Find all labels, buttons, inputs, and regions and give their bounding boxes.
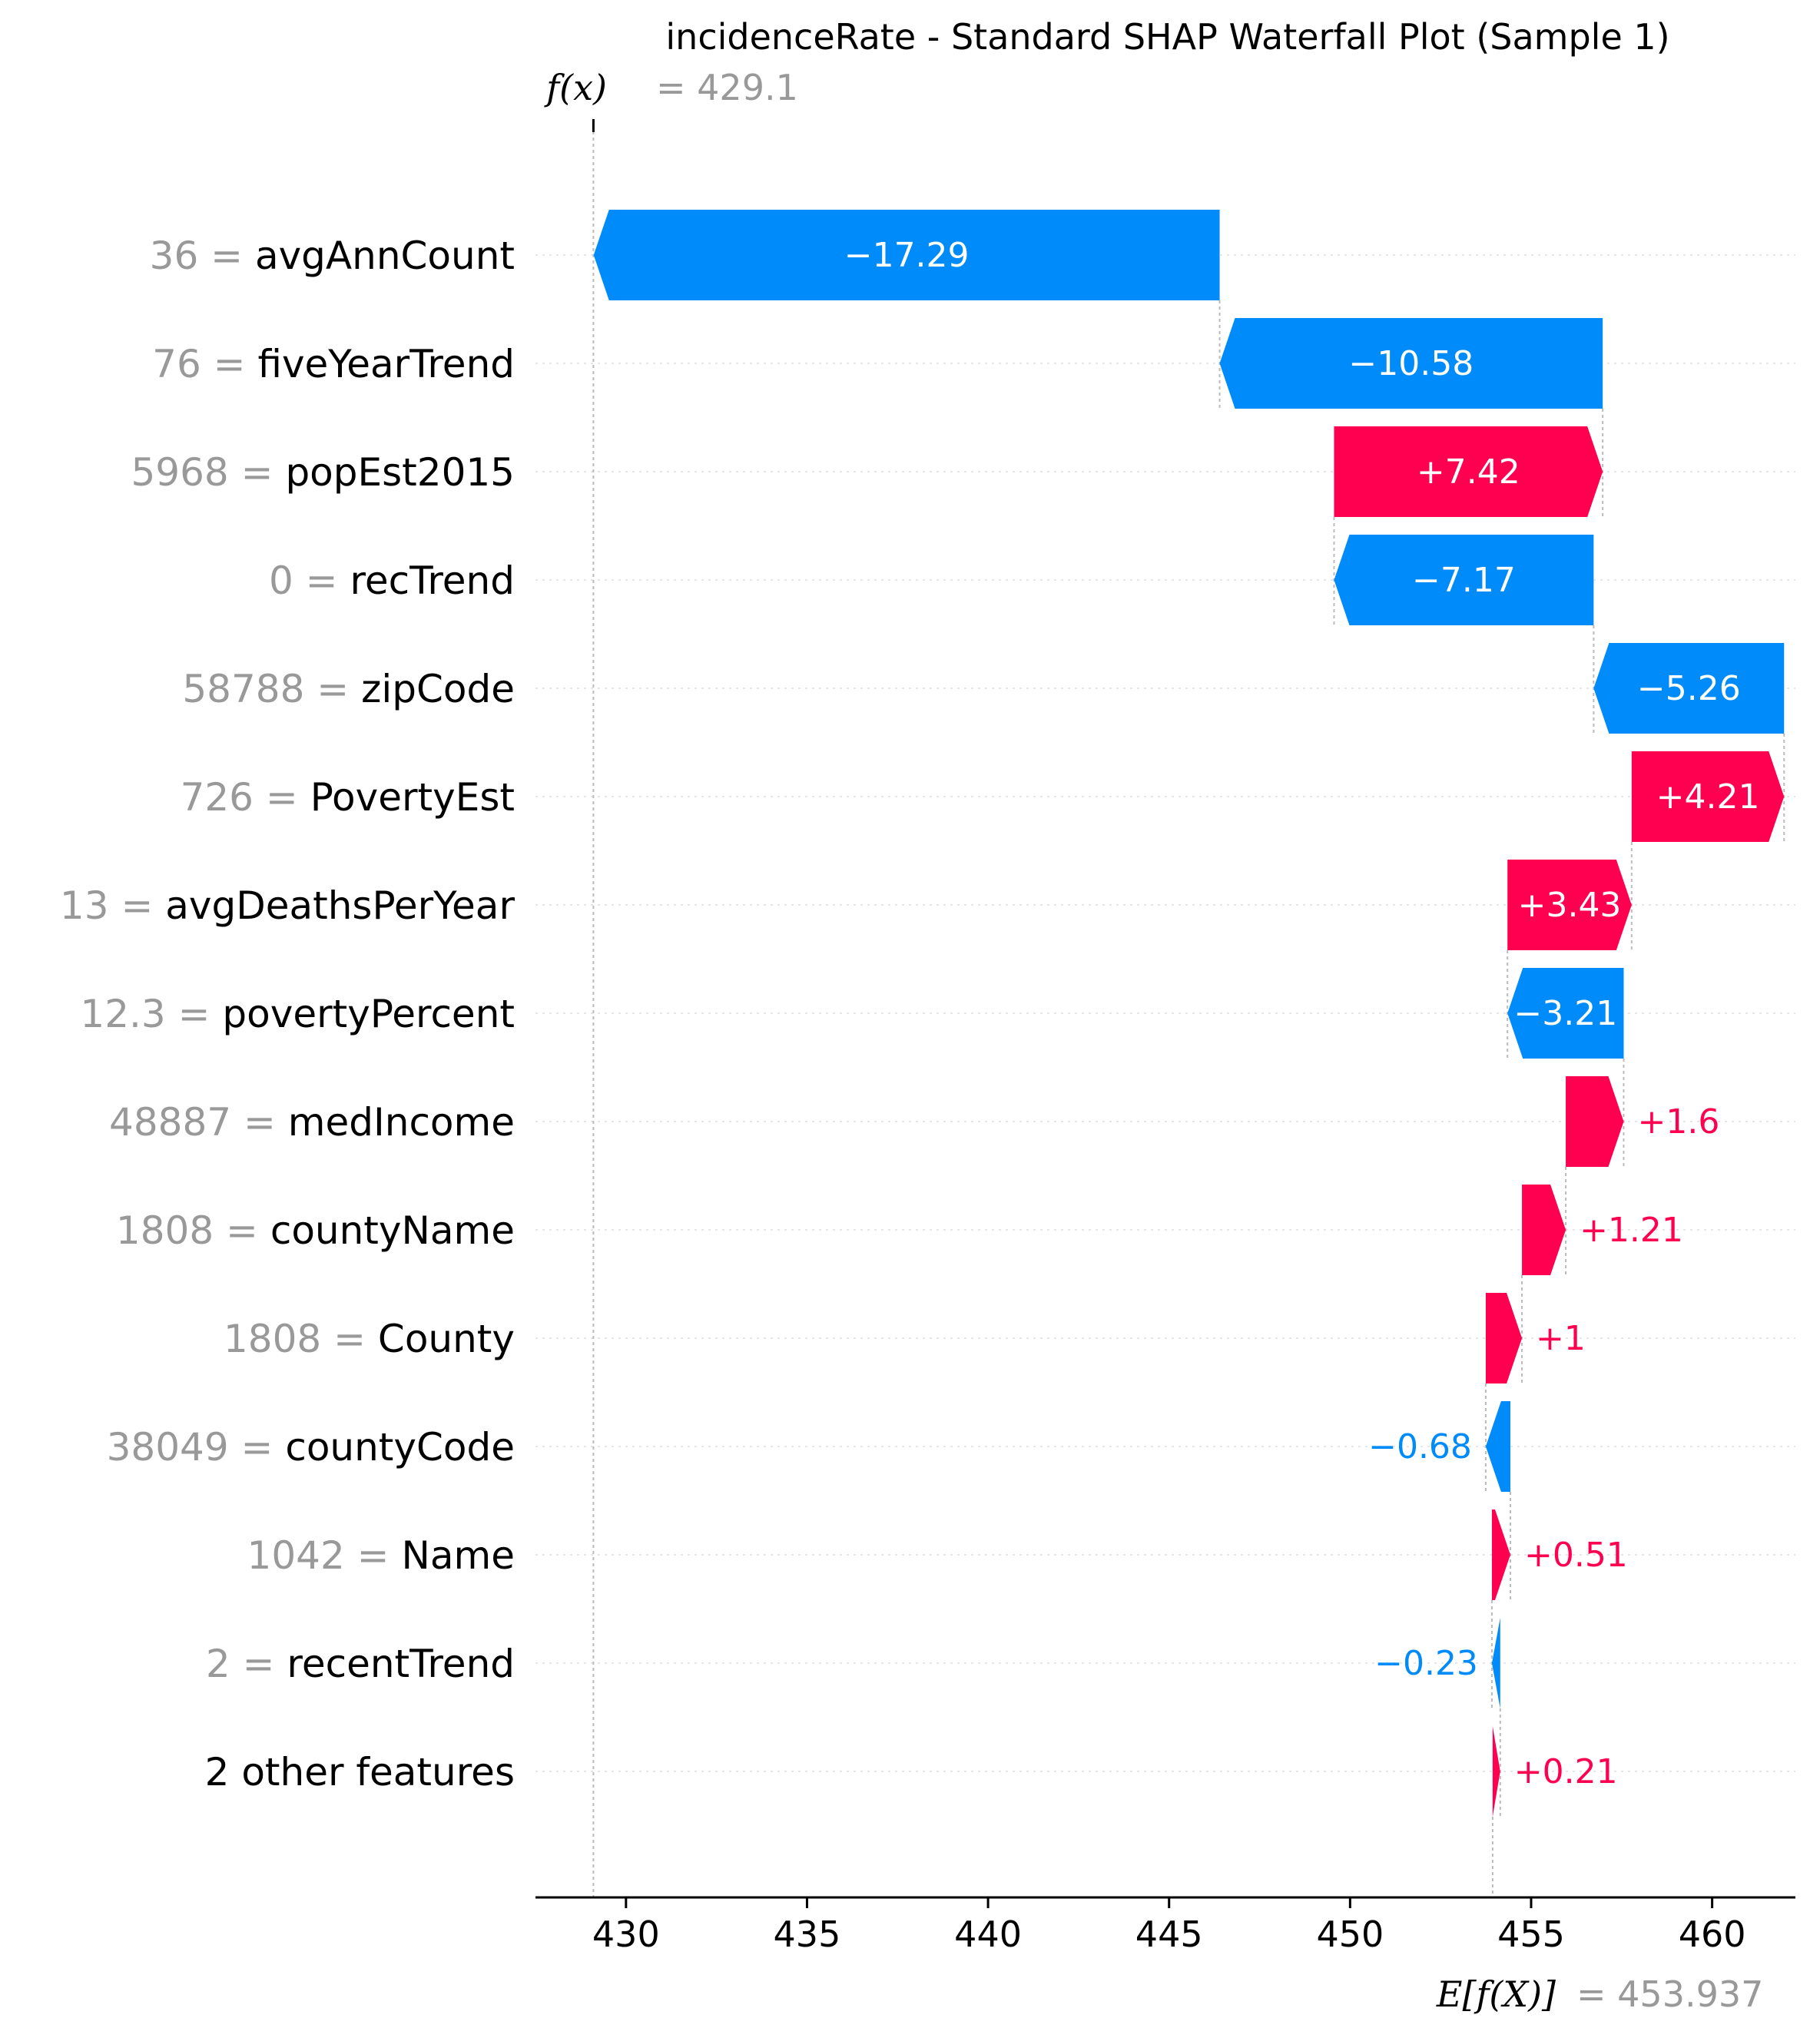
- shap-value-label: +1.21: [1580, 1211, 1683, 1250]
- feature-label: 13 = avgDeathsPerYear: [60, 883, 516, 928]
- shap-bar: [1507, 860, 1632, 950]
- feature-value: 5968 =: [131, 450, 286, 495]
- feature-name: povertyPercent: [222, 992, 515, 1036]
- feature-name: avgAnnCount: [255, 234, 515, 278]
- feature-value: 1042 =: [247, 1533, 402, 1578]
- shap-value-label: +1.6: [1637, 1102, 1719, 1142]
- feature-value: 1808 =: [224, 1317, 378, 1361]
- shap-bar: [1507, 968, 1624, 1059]
- feature-name: zipCode: [361, 667, 515, 711]
- feature-value: 36 =: [150, 234, 255, 278]
- feature-label: 1808 = countyName: [116, 1208, 515, 1253]
- fx-value: = 429.1: [656, 67, 798, 108]
- feature-value: 726 =: [181, 775, 310, 820]
- feature-name: recTrend: [350, 558, 515, 603]
- x-tick-label: 430: [592, 1914, 660, 1955]
- x-tick-label: 450: [1316, 1914, 1384, 1955]
- shap-bar: [1631, 751, 1785, 842]
- feature-label: 2 other features: [205, 1750, 515, 1794]
- shap-bar: [1492, 1726, 1500, 1817]
- feature-label: 38049 = countyCode: [107, 1425, 515, 1470]
- shap-bar: [1485, 1293, 1523, 1383]
- row-gridlines: [535, 254, 1795, 1772]
- shap-bar: [1219, 318, 1603, 409]
- shap-bar: [1485, 1401, 1510, 1492]
- feature-label: 36 = avgAnnCount: [150, 234, 515, 278]
- feature-label: 5968 = popEst2015: [131, 450, 516, 495]
- shap-value-label: −3.21: [1513, 994, 1617, 1033]
- shap-value-label: −0.68: [1368, 1427, 1472, 1466]
- feature-label: 1808 = County: [224, 1317, 515, 1361]
- feature-value: 12.3 =: [80, 992, 222, 1036]
- shap-value-label: −5.26: [1637, 669, 1741, 708]
- shap-bar: [1566, 1076, 1624, 1167]
- connector-lines: [592, 119, 1785, 1897]
- x-tick-label: 440: [954, 1914, 1022, 1955]
- shap-bar: [1491, 1618, 1500, 1708]
- feature-value: 76 =: [152, 342, 257, 386]
- shap-value-label: +3.43: [1518, 886, 1622, 925]
- base-value-label: E[f(X)]: [1436, 1973, 1556, 2015]
- feature-label: 1042 = Name: [247, 1533, 515, 1578]
- shap-value-label: +1: [1536, 1319, 1586, 1358]
- feature-value: 48887 =: [109, 1100, 288, 1145]
- feature-label: 726 = PovertyEst: [181, 775, 515, 820]
- base-value-annotation: E[f(X)] = 453.937: [1436, 1973, 1764, 2015]
- feature-value: 13 =: [60, 883, 165, 928]
- shap-bar: [1334, 426, 1603, 517]
- feature-name: countyCode: [285, 1425, 515, 1470]
- feature-name: fiveYearTrend: [257, 342, 515, 386]
- feature-name: popEst2015: [285, 450, 515, 495]
- shap-value-label: +0.21: [1514, 1752, 1618, 1791]
- fx-label: f(x): [544, 67, 607, 108]
- contribution-bars: −17.29 −10.58 +7.42 −7.17 −5.26 +4.21 +3.43 −3.…: [593, 210, 1785, 1817]
- shap-value-label: −10.58: [1348, 344, 1474, 383]
- feature-value: 2 =: [206, 1642, 287, 1686]
- feature-label: 76 = fiveYearTrend: [152, 342, 515, 386]
- shap-value-label: +7.42: [1417, 452, 1520, 492]
- shap-value-label: +4.21: [1656, 777, 1760, 817]
- feature-value: 38049 =: [107, 1425, 286, 1470]
- shap-bar: [593, 210, 1220, 300]
- feature-label: 12.3 = povertyPercent: [80, 992, 515, 1036]
- feature-value: 58788 =: [182, 667, 361, 711]
- x-tick-label: 435: [774, 1914, 841, 1955]
- shap-value-label: +0.51: [1524, 1536, 1628, 1575]
- feature-name: PovertyEst: [310, 775, 515, 820]
- x-tick-label: 455: [1497, 1914, 1565, 1955]
- shap-bar: [1522, 1185, 1566, 1275]
- feature-name: 2 other features: [205, 1750, 515, 1794]
- chart-title: incidenceRate - Standard SHAP Waterfall …: [665, 16, 1669, 58]
- feature-value: 1808 =: [116, 1208, 270, 1253]
- feature-name: County: [378, 1317, 515, 1361]
- feature-label: 2 = recentTrend: [206, 1642, 515, 1686]
- x-axis: 430 435 440 445 450 455 460: [535, 1896, 1795, 1955]
- fx-annotation: f(x) = 429.1: [544, 67, 798, 108]
- feature-label: 0 = recTrend: [269, 558, 515, 603]
- base-value: = 453.937: [1576, 1973, 1763, 2015]
- feature-name: medIncome: [288, 1100, 515, 1145]
- feature-label: 48887 = medIncome: [109, 1100, 515, 1145]
- feature-value: 0 =: [269, 558, 350, 603]
- x-tick-label: 460: [1679, 1914, 1746, 1955]
- shap-bar: [1334, 535, 1594, 625]
- shap-value-label: −0.23: [1374, 1644, 1478, 1683]
- shap-value-label: −7.17: [1412, 561, 1516, 600]
- shap-bar: [1593, 643, 1785, 734]
- shap-bar: [1491, 1509, 1510, 1600]
- feature-name: Name: [401, 1533, 515, 1578]
- feature-name: countyName: [270, 1208, 515, 1253]
- feature-label: 58788 = zipCode: [182, 667, 515, 711]
- feature-name: avgDeathsPerYear: [165, 883, 515, 928]
- feature-name: recentTrend: [287, 1642, 515, 1686]
- shap-value-label: −17.29: [844, 236, 970, 275]
- x-tick-label: 445: [1135, 1914, 1203, 1955]
- feature-labels: 36 = avgAnnCount 76 = fiveYearTrend 5968 =…: [60, 234, 516, 1794]
